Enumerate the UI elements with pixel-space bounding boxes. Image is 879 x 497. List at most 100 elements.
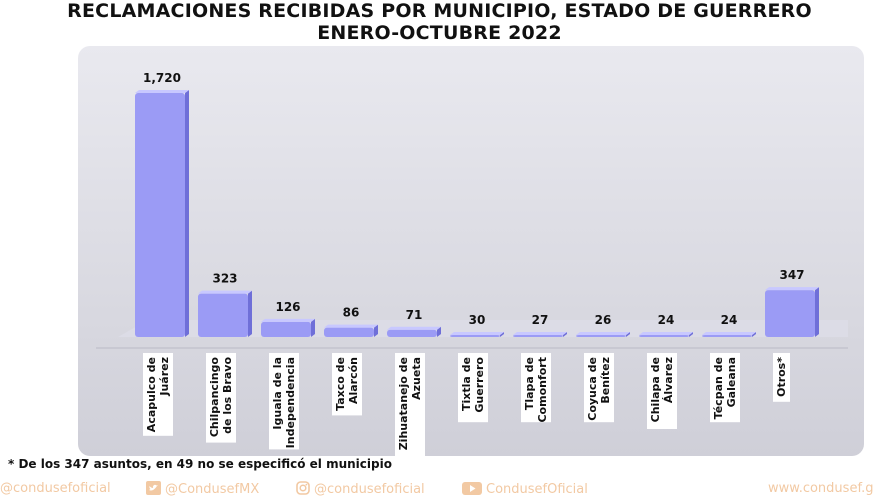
data-label: 26 [595,313,612,327]
bar [135,93,185,337]
tick-label: Galeana [725,357,738,407]
tick-label-background [647,353,677,429]
chart-title-line1: RECLAMACIONES RECIBIDAS POR MUNICIPIO, E… [67,0,812,22]
bar-top [702,332,756,335]
tick-label: Azueta [410,357,423,400]
bar-side [815,287,819,337]
tick-label: Técpan de [712,357,725,419]
tick-label-background [143,353,173,436]
tick-label-box: Tlapa de Comonfort [521,353,551,423]
data-label: 24 [658,313,675,327]
bar-top [639,332,693,335]
tick-label-background [206,353,236,443]
data-label: 24 [721,313,738,327]
data-label: 323 [212,272,237,286]
bar-side [626,332,630,337]
tick-label: Otros* [775,357,788,397]
bar-side [437,326,441,337]
tick-label-background [710,353,740,423]
instagram-label: @condusefoficial [314,482,425,497]
tick-label-background [584,353,614,423]
twitter-icon [146,481,161,495]
bar [639,335,689,337]
bar-top [576,332,630,335]
tick-label-box: Técpan de Galeana [710,353,740,423]
bar-top [135,90,189,93]
data-label: 27 [532,313,549,327]
instagram-icon [296,481,310,495]
tick-label: Taxco de [334,357,347,411]
instagram-handle[interactable]: @condusefoficial [296,481,425,497]
data-label: 71 [406,308,423,322]
bar [513,335,563,337]
tick-label-box: Taxco de Alarcón [332,353,362,416]
tick-label-box: Otros* [773,353,790,402]
bar-side [185,90,189,337]
bar-top [450,332,504,335]
bar-side [563,332,567,337]
youtube-handle[interactable]: CondusefOficial [462,481,588,497]
bar-top [261,318,315,322]
bar-side [500,332,504,337]
data-label: 30 [469,313,486,327]
tick-label-background [773,353,790,402]
tick-label-box: Acapulco de Juárez [143,353,173,436]
tick-label: Tlapa de [523,357,536,410]
bar-top [198,290,252,294]
data-label: 86 [343,306,360,320]
facebook-handle[interactable]: @condusefoficial [0,481,111,496]
tick-label-background [521,353,551,423]
bar-chart: 1,720 Acapulco de Juárez 323 Chilpancingo de … [96,71,848,456]
tick-label: Chilpancingo [208,357,221,438]
tick-label: Zihuatanejo de [397,357,410,450]
tick-label-box: Coyuca de Benítez [584,353,614,423]
tick-label: Acapulco de [145,357,158,432]
tick-label: Tixtla de [460,357,473,411]
bar-side [374,324,378,337]
bar [450,335,500,337]
bar [702,335,752,337]
social-footer: @condusefoficial @CondusefMX @condusefof… [0,481,879,497]
data-label: 1,720 [143,71,181,85]
bar [387,329,437,337]
tick-label: Alarcón [347,357,360,404]
data-label: 347 [779,268,804,282]
tick-label: Iguala de la [271,357,284,430]
bar [765,290,815,337]
tick-label-box: Chilpancingo de los Bravo [206,353,236,443]
bar-top [513,332,567,335]
bar-top [387,326,441,330]
tick-label-box: Tixtla de Guerrero [458,353,488,423]
tick-label-box: Chilapa de Álvarez [647,353,677,429]
bar [261,321,311,337]
bar-top [324,324,378,328]
bar-top [765,287,819,291]
tick-label: de los Bravo [221,357,234,434]
tick-label: Guerrero [473,357,486,413]
tick-label: Comonfort [536,357,549,423]
tick-label-background [332,353,362,416]
tick-label: Benítez [599,357,612,404]
tick-label: Chilapa de [649,357,662,422]
bar-side [311,318,315,337]
bar-side [689,332,693,337]
youtube-icon [462,482,482,495]
twitter-label: @CondusefMX [165,482,260,497]
tick-label: Álvarez [662,357,675,403]
footnote: * De los 347 asuntos, en 49 no se especi… [8,457,392,471]
bar [324,327,374,337]
bar [198,293,248,337]
tick-label-background [458,353,488,423]
tick-label: Coyuca de [586,357,599,421]
youtube-label: CondusefOficial [486,482,588,497]
bar-side [752,332,756,337]
tick-label-background [269,353,299,450]
bar [576,335,626,337]
twitter-handle[interactable]: @CondusefMX [146,481,259,497]
chart-title-line2: ENERO-OCTUBRE 2022 [317,22,562,44]
facebook-label: @condusefoficial [0,481,111,496]
tick-label-box: Zihuatanejo de Azueta [395,353,425,456]
data-label: 126 [275,300,300,314]
website-link[interactable]: www.condusef.g [768,481,873,496]
tick-label-background [395,353,425,456]
